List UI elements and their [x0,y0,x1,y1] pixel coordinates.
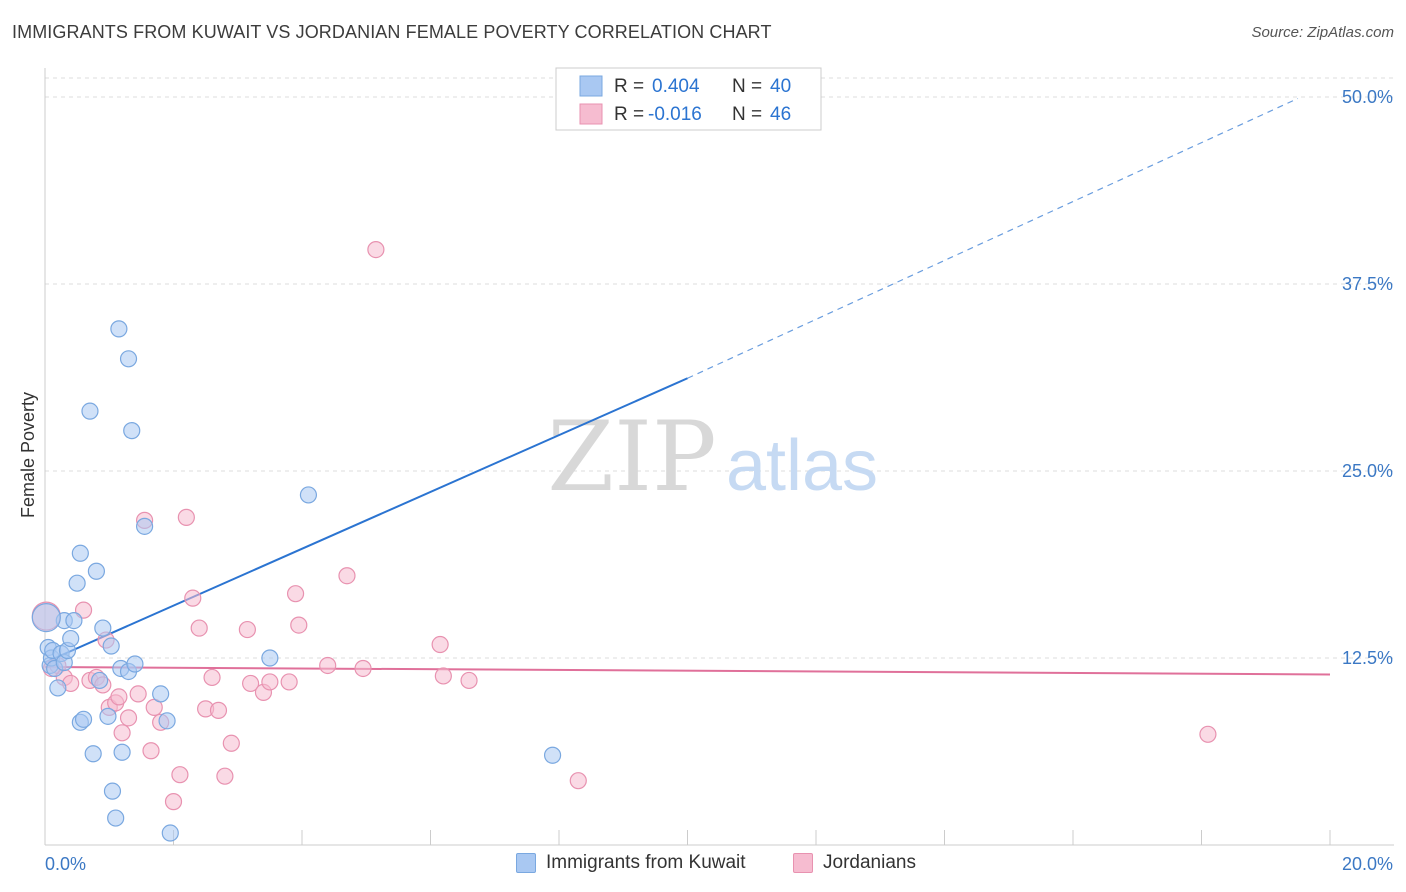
point-kuwait [99,707,117,725]
legend-n-label-2: N = [732,104,762,125]
legend-label-kuwait: Immigrants from Kuwait [546,852,746,873]
trend-lines [44,97,1331,676]
axes [44,68,1394,846]
point-jordanians [113,724,131,742]
point-kuwait [31,603,61,633]
data-points [31,240,1217,842]
point-kuwait [107,809,125,827]
point-kuwait [68,574,86,592]
legend-bottom: Immigrants from Kuwait Jordanians [0,852,1406,878]
point-kuwait [49,679,67,697]
point-kuwait [91,671,109,690]
point-jordanians [434,667,452,685]
x-tick-label: 0.0% [45,854,86,874]
point-jordanians [319,656,337,675]
point-kuwait [158,712,176,730]
point-kuwait [71,544,89,562]
source-label: Source: ZipAtlas.com [1251,24,1394,41]
point-jordanians [216,767,234,785]
point-kuwait [161,824,179,842]
legend-n-value-1: 40 [770,76,791,97]
point-jordanians [261,673,279,691]
point-jordanians [171,766,189,784]
point-jordanians [280,673,298,691]
legend-swatch-kuwait [516,853,536,873]
y-tick-label: 37.5% [1342,274,1393,294]
point-jordanians [290,616,308,634]
point-jordanians [209,701,228,719]
point-jordanians [238,620,256,639]
gridlines [45,77,1394,659]
point-jordanians [119,709,138,727]
point-kuwait [81,402,99,420]
x-tick-label: 20.0% [1342,854,1393,874]
point-jordanians [1199,725,1217,743]
point-kuwait [74,710,93,728]
point-kuwait [62,629,80,648]
watermark-atlas: atlas [726,426,878,506]
legend-r-label-1: R = [614,76,644,97]
point-jordanians [184,589,202,607]
point-jordanians [431,635,449,654]
legend-swatch-blue [579,75,603,97]
point-kuwait [103,782,122,800]
point-jordanians [367,240,385,259]
chart-title: IMMIGRANTS FROM KUWAIT VS JORDANIAN FEMA… [12,22,772,42]
tick-labels: 12.5% 25.0% 37.5% 50.0% 0.0% 20.0% [45,87,1393,874]
point-jordanians [338,567,356,585]
point-kuwait [94,619,112,637]
point-jordanians [460,671,478,690]
point-jordanians [286,585,305,603]
legend-r-label-2: R = [614,104,644,125]
point-kuwait [152,685,170,703]
legend-item-jordanians[interactable]: Jordanians [793,852,916,874]
legend-item-kuwait[interactable]: Immigrants from Kuwait [516,852,746,874]
y-tick-label: 12.5% [1342,648,1393,668]
point-kuwait [299,486,318,504]
y-tick-label: 25.0% [1342,461,1393,481]
trend-line-kuwait [44,377,688,664]
legend-label-jordanians: Jordanians [823,852,916,873]
point-kuwait [119,350,138,368]
point-kuwait [113,743,131,761]
point-jordanians [222,734,240,752]
point-kuwait [135,517,154,535]
point-kuwait [543,746,562,764]
watermark: ZIP atlas [547,401,878,513]
point-jordanians [129,685,147,703]
point-kuwait [84,745,102,763]
point-kuwait [123,422,141,440]
legend-top: R = 0.404 N = 40 R = -0.016 N = 46 [555,67,822,131]
point-jordanians [242,674,260,693]
y-tick-label: 50.0% [1342,87,1393,107]
point-kuwait [102,637,120,655]
point-jordanians [190,619,208,637]
watermark-zip: ZIP [547,401,716,513]
point-jordanians [142,742,160,760]
legend-n-label-1: N = [732,76,762,97]
legend-n-value-2: 46 [770,104,791,125]
trend-line-jordanians [44,665,1331,676]
legend-r-value-2: -0.016 [648,104,702,125]
legend-swatch-pink [579,103,603,125]
point-kuwait [261,649,279,667]
point-kuwait [65,611,83,630]
legend-swatch-jordanians [793,853,813,873]
point-jordanians [177,508,195,526]
legend-r-value-1: 0.404 [652,76,700,97]
point-jordanians [569,772,587,790]
point-kuwait [110,320,128,338]
point-jordanians [354,659,372,678]
point-jordanians [164,793,183,811]
y-axis-label: Female Poverty [18,392,38,518]
point-jordanians [110,688,128,706]
point-jordanians [203,668,221,687]
point-kuwait [87,562,106,580]
trend-line-kuwait-extension [687,97,1299,379]
point-kuwait [126,655,144,673]
